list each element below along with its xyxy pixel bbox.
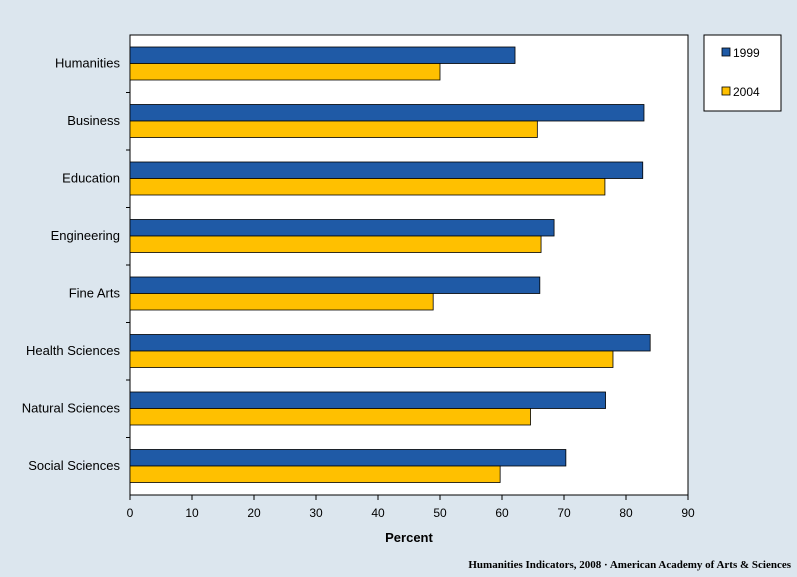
x-tick-label: 0 (127, 506, 134, 520)
category-label-business: Business (67, 113, 120, 128)
bar-engineering-2004 (129, 235, 542, 253)
x-axis-title: Percent (385, 530, 433, 545)
category-label-natural-sciences: Natural Sciences (22, 401, 121, 416)
bar-education-2004 (129, 178, 606, 196)
plot-area (129, 34, 689, 496)
bar-humanities-2004 (129, 63, 441, 81)
bar-natural-sciences-1999 (129, 391, 606, 409)
bar-health-sciences-1999 (129, 334, 651, 352)
x-tick-label: 50 (433, 506, 447, 520)
bar-health-sciences-2004 (129, 350, 614, 368)
legend-label-1999: 1999 (733, 46, 760, 60)
x-tick-label: 80 (619, 506, 633, 520)
bar-social-sciences-2004 (129, 465, 501, 483)
category-label-humanities: Humanities (55, 56, 121, 71)
x-tick-label: 60 (495, 506, 509, 520)
category-label-engineering: Engineering (51, 228, 120, 243)
category-label-education: Education (62, 171, 120, 186)
source-credit: Humanities Indicators, 2008 · American A… (468, 559, 791, 571)
legend-label-2004: 2004 (733, 85, 760, 99)
category-label-health-sciences: Health Sciences (26, 343, 120, 358)
bar-business-2004 (129, 120, 538, 138)
x-tick-label: 90 (681, 506, 695, 520)
bar-business-1999 (129, 104, 645, 122)
bar-education-1999 (129, 161, 644, 179)
bar-humanities-1999 (129, 46, 516, 64)
x-tick-label: 70 (557, 506, 571, 520)
bar-social-sciences-1999 (129, 449, 567, 467)
bar-fine-arts-2004 (129, 293, 434, 311)
legend-swatch-2004 (721, 86, 731, 96)
legend-box (703, 34, 782, 112)
x-tick-label: 10 (185, 506, 199, 520)
x-tick-label: 20 (247, 506, 261, 520)
x-tick-label: 40 (371, 506, 385, 520)
legend-swatch-1999 (721, 47, 731, 57)
legend: 1999 2004 (703, 34, 782, 112)
category-label-fine-arts: Fine Arts (69, 286, 121, 301)
bar-fine-arts-1999 (129, 276, 541, 294)
x-tick-label: 30 (309, 506, 323, 520)
bar-natural-sciences-2004 (129, 408, 531, 426)
category-label-social-sciences: Social Sciences (28, 458, 120, 473)
bar-engineering-1999 (129, 219, 555, 237)
